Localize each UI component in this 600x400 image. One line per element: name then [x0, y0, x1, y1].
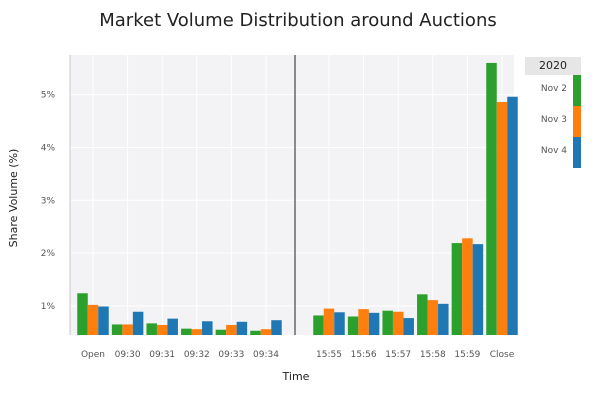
bar: [167, 318, 178, 335]
bar: [451, 243, 463, 335]
y-tick-label: 2%: [41, 249, 56, 259]
y-tick-label: 5%: [41, 91, 56, 101]
x-tick-label: Close: [490, 350, 515, 360]
legend-label: Nov 4: [540, 146, 567, 156]
bar: [111, 324, 123, 335]
plot-background: [70, 55, 514, 335]
bar: [250, 330, 261, 335]
bar: [271, 320, 282, 335]
legend-swatch: [573, 137, 581, 168]
bar: [313, 315, 324, 335]
x-tick-label: 09:31: [149, 350, 175, 360]
legend-label: Nov 2: [540, 84, 567, 94]
bar: [132, 311, 144, 335]
bar: [462, 238, 473, 335]
x-tick-label: 09:33: [218, 350, 244, 360]
bar: [236, 321, 248, 335]
legend-swatch: [573, 75, 581, 106]
bar: [260, 329, 272, 335]
bar: [98, 306, 109, 335]
x-tick-label: 09:30: [115, 350, 141, 360]
x-ticks: Open 09:30 09:31 09:32 09:33 09:34 15:55 15:56 1…: [81, 350, 515, 360]
bar: [181, 328, 192, 335]
x-tick-label: 09:34: [253, 350, 279, 360]
legend-label: Nov 3: [540, 115, 567, 125]
bar: [368, 312, 380, 335]
bar: [146, 323, 157, 335]
y-tick-label: 4%: [41, 143, 56, 153]
bar: [358, 309, 369, 335]
legend-swatch: [573, 106, 581, 137]
bar: [87, 304, 99, 335]
bar: [156, 324, 168, 335]
bar: [77, 293, 88, 335]
x-tick-label: 15:56: [351, 350, 377, 360]
bar: [347, 316, 359, 335]
bar: [226, 324, 237, 335]
bar: [417, 294, 428, 335]
bar: [486, 62, 497, 335]
legend-item-nov-3[interactable]: Nov 3: [525, 106, 581, 137]
y-tick-label: 1%: [41, 302, 56, 312]
chart-title: Market Volume Distribution around Auctio…: [99, 10, 497, 31]
bar: [438, 303, 449, 335]
x-tick-label: 09:32: [184, 350, 210, 360]
bar: [334, 312, 345, 335]
bars: [77, 62, 518, 336]
x-tick-label: 15:58: [420, 350, 446, 360]
bar: [392, 311, 404, 335]
legend-item-nov-4[interactable]: Nov 4: [525, 137, 581, 168]
bar: [472, 244, 484, 335]
bar: [202, 321, 213, 335]
bar: [215, 329, 227, 335]
y-tick-label: 3%: [41, 196, 56, 206]
legend: 2020 Nov 2 Nov 3 Nov 4: [525, 57, 581, 168]
bar: [122, 324, 133, 335]
x-tick-label: 15:59: [454, 350, 480, 360]
bar: [403, 318, 414, 335]
x-tick-label: Open: [81, 350, 105, 360]
x-tick-label: 15:57: [385, 350, 411, 360]
y-axis-label: Share Volume (%): [7, 149, 20, 248]
bar: [427, 300, 439, 335]
legend-title: 2020: [525, 57, 581, 75]
bar: [496, 102, 508, 336]
bar: [191, 329, 203, 335]
bar: [507, 96, 518, 336]
y-ticks: 1% 2% 3% 4% 5%: [41, 91, 56, 312]
x-tick-label: 15:55: [316, 350, 342, 360]
bar: [323, 308, 335, 335]
x-axis-label: Time: [282, 370, 310, 383]
bar: [382, 310, 393, 335]
legend-item-nov-2[interactable]: Nov 2: [525, 75, 581, 106]
